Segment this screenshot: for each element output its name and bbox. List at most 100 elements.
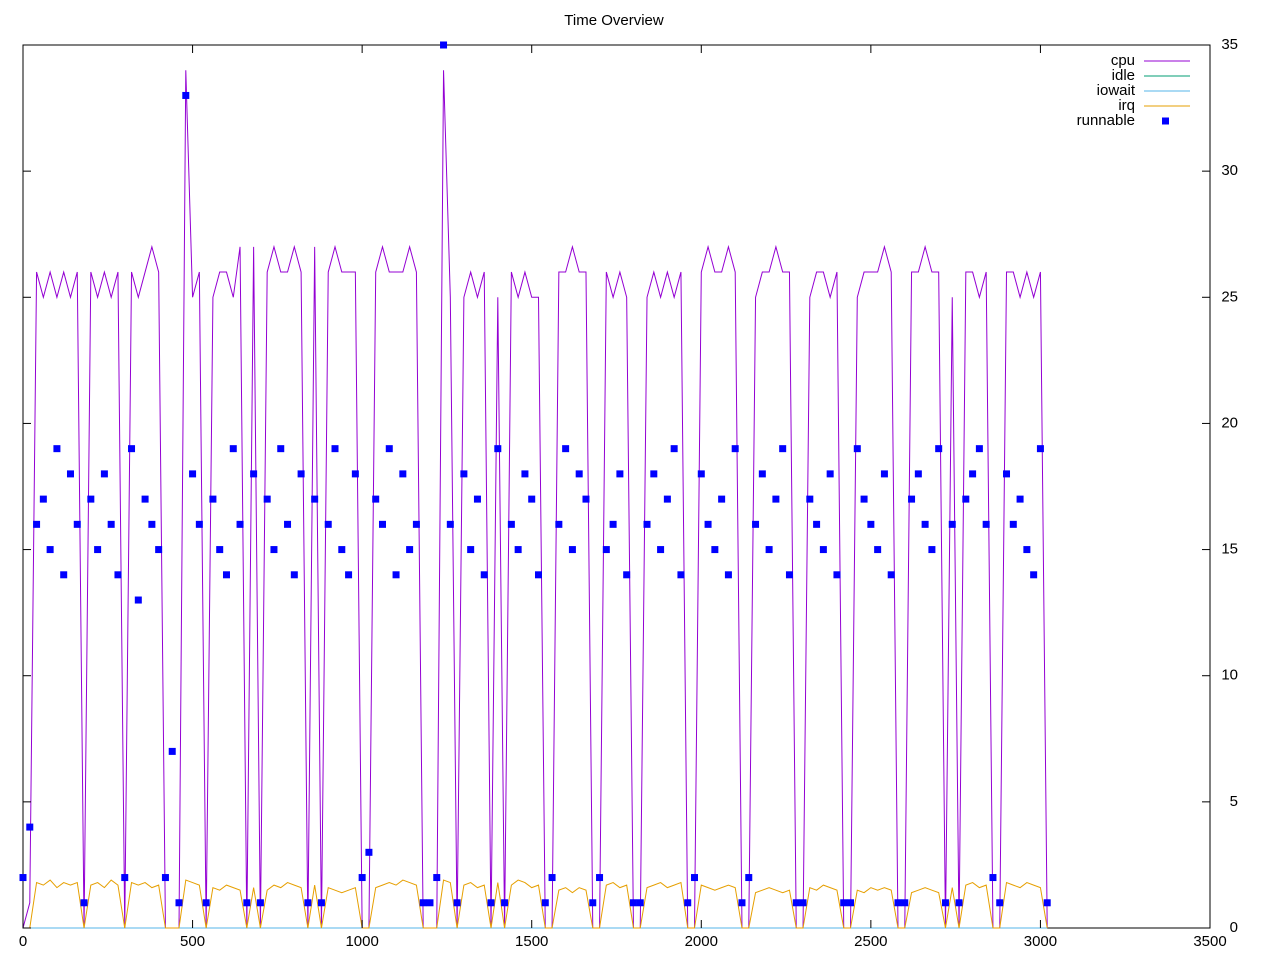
- point: [894, 899, 902, 907]
- point: [609, 520, 617, 528]
- point: [141, 495, 149, 503]
- point: [46, 546, 54, 554]
- point: [826, 470, 834, 478]
- point: [528, 495, 536, 503]
- x-tick-label: 1000: [345, 933, 378, 950]
- point: [765, 546, 773, 554]
- point: [840, 899, 848, 907]
- point: [657, 546, 665, 554]
- x-tick-label: 0: [19, 933, 27, 950]
- point: [758, 470, 766, 478]
- point: [969, 470, 977, 478]
- point: [541, 899, 549, 907]
- point: [501, 899, 509, 907]
- series-line: [23, 879, 1048, 929]
- point: [182, 91, 190, 99]
- point: [752, 520, 760, 528]
- x-tick-label: 2500: [854, 933, 887, 950]
- point: [1043, 899, 1051, 907]
- point: [277, 445, 285, 453]
- point: [982, 520, 990, 528]
- point: [935, 445, 943, 453]
- point: [819, 546, 827, 554]
- point: [446, 520, 454, 528]
- point: [745, 874, 753, 882]
- point: [914, 470, 922, 478]
- point: [297, 470, 305, 478]
- point: [908, 495, 916, 503]
- point: [602, 546, 610, 554]
- point: [731, 445, 739, 453]
- x-tick-label: 3000: [1024, 933, 1057, 950]
- point: [847, 899, 855, 907]
- point: [399, 470, 407, 478]
- point: [860, 495, 868, 503]
- point: [406, 546, 414, 554]
- point: [433, 874, 441, 882]
- point: [853, 445, 861, 453]
- plot-border: [22, 44, 1211, 929]
- point: [684, 899, 692, 907]
- point: [392, 571, 400, 579]
- point: [345, 571, 353, 579]
- point: [66, 470, 74, 478]
- point: [1036, 445, 1044, 453]
- point: [616, 470, 624, 478]
- point: [53, 445, 61, 453]
- point: [26, 823, 34, 831]
- point: [284, 520, 292, 528]
- point: [155, 546, 163, 554]
- point: [636, 899, 644, 907]
- point: [189, 470, 197, 478]
- point: [243, 899, 251, 907]
- point: [582, 495, 590, 503]
- point: [799, 899, 807, 907]
- plot-area: [19, 41, 1051, 929]
- point: [568, 546, 576, 554]
- point: [650, 470, 658, 478]
- point: [128, 445, 136, 453]
- point: [718, 495, 726, 503]
- point: [195, 520, 203, 528]
- legend-label: iowait: [1097, 82, 1136, 99]
- point: [73, 520, 81, 528]
- point: [426, 899, 434, 907]
- point: [311, 495, 319, 503]
- point: [975, 445, 983, 453]
- point: [270, 546, 278, 554]
- point: [440, 41, 448, 49]
- point: [453, 899, 461, 907]
- point: [1016, 495, 1024, 503]
- y-tick-label: 25: [1221, 288, 1238, 305]
- y-tick-label: 30: [1221, 162, 1238, 179]
- point: [785, 571, 793, 579]
- point: [589, 899, 597, 907]
- point: [365, 848, 373, 856]
- point: [494, 445, 502, 453]
- point: [263, 495, 271, 503]
- point: [121, 874, 129, 882]
- point: [216, 546, 224, 554]
- point: [1009, 520, 1017, 528]
- point: [338, 546, 346, 554]
- point: [596, 874, 604, 882]
- y-tick-label: 35: [1221, 36, 1238, 53]
- x-tick-label: 1500: [515, 933, 548, 950]
- point: [514, 546, 522, 554]
- point: [623, 571, 631, 579]
- point: [962, 495, 970, 503]
- legend-swatch: [1162, 117, 1169, 125]
- point: [256, 899, 264, 907]
- point: [87, 495, 95, 503]
- point: [304, 899, 312, 907]
- legend-label: runnable: [1077, 112, 1135, 129]
- x-tick-label: 3500: [1193, 933, 1226, 950]
- point: [507, 520, 515, 528]
- point: [772, 495, 780, 503]
- point: [331, 445, 339, 453]
- legend-label: irq: [1118, 97, 1135, 114]
- y-tick-label: 5: [1230, 793, 1238, 810]
- point: [887, 571, 895, 579]
